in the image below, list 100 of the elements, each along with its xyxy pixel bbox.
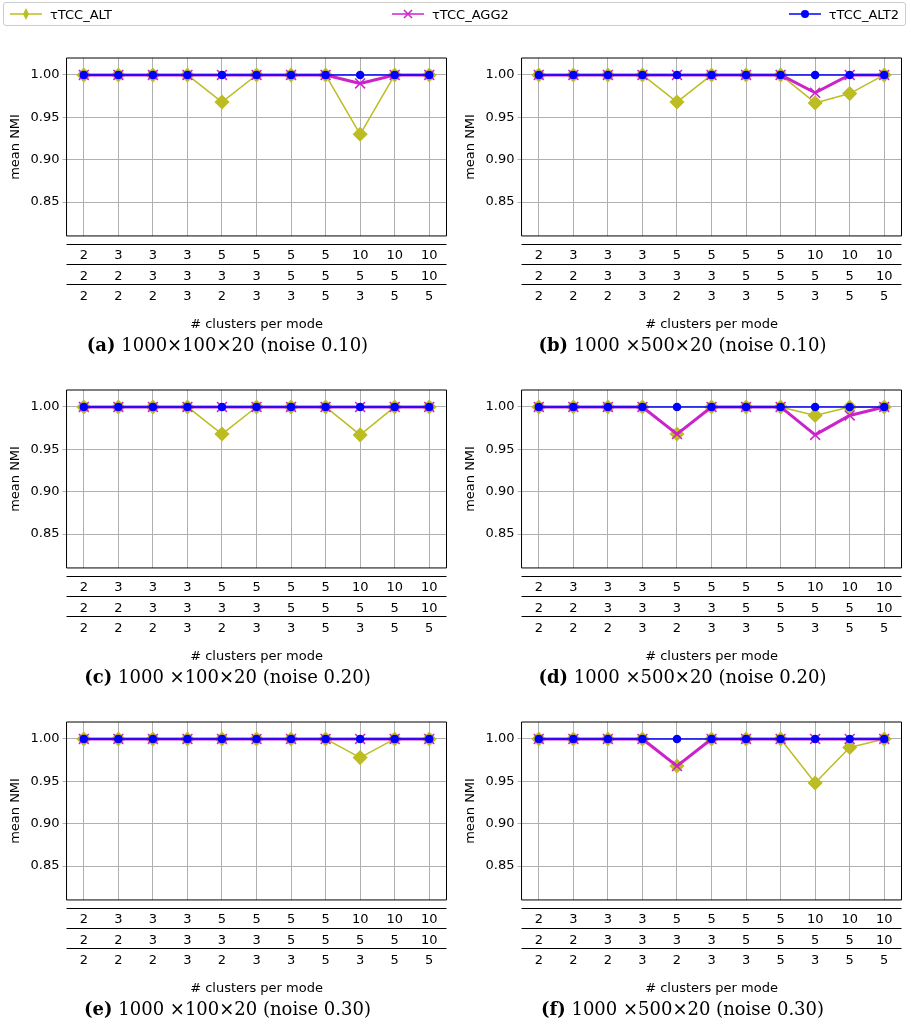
x-tick-label: 3 2 2 xyxy=(569,247,578,303)
x-tick-label: 3 3 2 xyxy=(148,579,158,635)
y-tick-label: 1.00 xyxy=(30,66,60,82)
y-tick-label: 0.85 xyxy=(30,525,60,541)
x-tick-label: 5 3 3 xyxy=(707,579,716,635)
x-tick-label: 3 2 2 xyxy=(114,579,123,635)
x-tick-label: 5 5 3 xyxy=(286,247,296,303)
x-tick-label: 5 3 2 xyxy=(217,579,227,635)
y-tick-label: 0.95 xyxy=(30,440,60,456)
x-tick-label: 3 3 3 xyxy=(638,247,647,303)
x-axis-title: # clusters per mode xyxy=(645,647,778,663)
x-tick-label: 2 2 2 xyxy=(534,911,543,967)
x-tick-label: 2 2 2 xyxy=(79,247,88,303)
y-tick-label: 0.95 xyxy=(30,108,60,124)
text: (e) 1000 ×100×20 (noise 0.30) xyxy=(83,998,372,1021)
x-tick-label: 5 3 3 xyxy=(707,911,716,967)
x-tick-label: 5 3 3 xyxy=(707,247,716,303)
y-tick-label: 1.00 xyxy=(30,398,60,414)
x-tick-label: 5 5 3 xyxy=(741,579,751,635)
y-tick-label: 0.95 xyxy=(485,772,515,788)
x-tick-label: 2 2 2 xyxy=(79,911,88,967)
x-tick-label: 10 10 5 xyxy=(875,247,893,303)
y-tick-label: 0.90 xyxy=(30,815,60,831)
x-tick-label: 3 2 2 xyxy=(569,911,578,967)
x-tick-label: 3 3 2 xyxy=(148,247,158,303)
y-tick-label: 0.90 xyxy=(30,483,60,499)
y-axis-title: mean NMI xyxy=(462,778,478,844)
x-tick-label: 10 10 5 xyxy=(875,911,893,967)
x-tick-label: 10 5 5 xyxy=(386,911,403,967)
x-axis-title: # clusters per mode xyxy=(190,315,323,331)
y-tick-label: 0.90 xyxy=(485,815,515,831)
x-tick-label: 3 3 3 xyxy=(183,911,192,967)
y-axis-title: mean NMI xyxy=(7,446,23,512)
x-tick-label: 5 5 5 xyxy=(321,247,330,303)
y-tick-label: 1.00 xyxy=(485,730,515,746)
x-tick-label: 5 3 2 xyxy=(672,579,682,635)
text: (f) 1000 ×500×20 (noise 0.30) xyxy=(539,998,826,1021)
x-tick-label: 10 10 5 xyxy=(420,579,438,635)
y-tick-label: 0.90 xyxy=(30,151,60,167)
y-tick-label: 0.85 xyxy=(485,857,515,873)
x-tick-label: 10 5 5 xyxy=(386,247,403,303)
y-tick-label: 1.00 xyxy=(485,66,515,82)
x-tick-label: 5 5 3 xyxy=(286,579,296,635)
y-tick-label: 0.95 xyxy=(485,108,515,124)
x-axis-title: # clusters per mode xyxy=(190,979,323,995)
x-tick-label: 5 5 5 xyxy=(321,911,330,967)
x-tick-label: 10 5 3 xyxy=(351,247,369,303)
x-tick-label: 5 5 5 xyxy=(776,911,785,967)
y-tick-label: 1.00 xyxy=(30,730,60,746)
x-tick-label: 3 3 3 xyxy=(183,247,192,303)
x-tick-label: 2 2 2 xyxy=(534,247,543,303)
x-tick-label: 10 5 3 xyxy=(351,911,369,967)
x-tick-label: 3 3 2 xyxy=(148,911,158,967)
y-tick-label: 0.95 xyxy=(485,440,515,456)
text: (b) 1000 ×500×20 (noise 0.10) xyxy=(537,334,828,357)
x-tick-label: 10 5 5 xyxy=(386,579,403,635)
y-axis-title: mean NMI xyxy=(462,446,478,512)
y-tick-label: 0.85 xyxy=(485,525,515,541)
x-tick-label: 5 3 2 xyxy=(672,911,682,967)
y-axis-title: mean NMI xyxy=(462,114,478,180)
y-tick-label: 0.85 xyxy=(30,193,60,209)
x-tick-label: 2 2 2 xyxy=(534,579,543,635)
y-tick-label: 0.85 xyxy=(30,857,60,873)
x-tick-label: 10 5 3 xyxy=(806,247,824,303)
x-tick-label: 3 3 3 xyxy=(183,579,192,635)
text: (a) 1000×100×20 (noise 0.10) xyxy=(85,334,370,357)
x-axis-title: # clusters per mode xyxy=(190,647,323,663)
x-tick-label: 10 10 5 xyxy=(875,579,893,635)
x-tick-label: 3 3 2 xyxy=(603,579,613,635)
x-tick-label: 10 5 3 xyxy=(806,579,824,635)
y-axis-title: mean NMI xyxy=(7,114,23,180)
x-tick-label: 3 3 3 xyxy=(638,911,647,967)
text: (c) 1000 ×100×20 (noise 0.20) xyxy=(83,666,372,689)
y-tick-label: 0.90 xyxy=(485,151,515,167)
x-tick-label: 3 2 2 xyxy=(114,247,123,303)
x-tick-label: 5 3 3 xyxy=(252,911,261,967)
x-tick-label: 5 5 3 xyxy=(741,247,751,303)
x-tick-label: 3 2 2 xyxy=(114,911,123,967)
x-tick-label: 5 3 3 xyxy=(252,247,261,303)
x-tick-label: 10 5 3 xyxy=(351,579,369,635)
x-tick-label: 5 5 5 xyxy=(776,579,785,635)
x-tick-label: 2 2 2 xyxy=(79,579,88,635)
x-axis-title: # clusters per mode xyxy=(645,315,778,331)
x-tick-label: 3 3 2 xyxy=(603,247,613,303)
x-tick-label: 3 3 2 xyxy=(603,911,613,967)
y-tick-label: 0.90 xyxy=(485,483,515,499)
legend-label: τTCC_ALT xyxy=(50,6,112,22)
x-tick-label: 5 3 2 xyxy=(217,911,227,967)
x-tick-label: 5 3 2 xyxy=(217,247,227,303)
y-tick-label: 0.95 xyxy=(30,772,60,788)
x-tick-label: 3 3 3 xyxy=(638,579,647,635)
x-axis-title: # clusters per mode xyxy=(645,979,778,995)
x-tick-label: 10 5 5 xyxy=(841,579,858,635)
y-tick-label: 0.85 xyxy=(485,193,515,209)
x-tick-label: 10 5 3 xyxy=(806,911,824,967)
legend-label: τTCC_AGG2 xyxy=(431,6,509,22)
x-tick-label: 5 5 5 xyxy=(321,579,330,635)
x-tick-label: 10 10 5 xyxy=(420,247,438,303)
x-tick-label: 5 3 3 xyxy=(252,579,261,635)
text: (d) 1000 ×500×20 (noise 0.20) xyxy=(537,666,828,689)
